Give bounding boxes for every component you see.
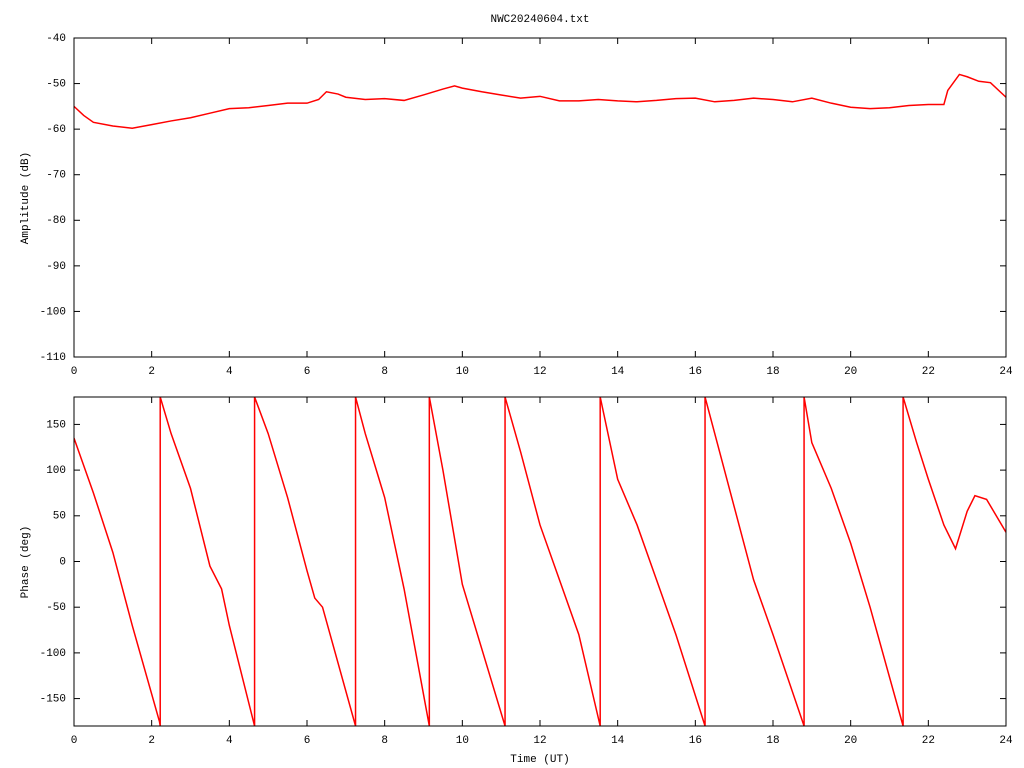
x-tick-label: 20 <box>844 366 857 378</box>
plot-frame <box>73 396 1007 727</box>
y-tick-label: -100 <box>40 648 66 660</box>
y-tick-label: -70 <box>46 170 66 182</box>
y-tick-label: 50 <box>53 511 66 523</box>
y-tick-label: -40 <box>46 33 66 45</box>
y-tick-label: 0 <box>59 556 66 568</box>
y-tick-label: -100 <box>40 306 66 318</box>
y-tick-label: -110 <box>40 352 66 364</box>
x-tick-label: 14 <box>611 366 625 378</box>
y-axis-label: Phase (deg) <box>20 526 32 599</box>
y-axis-label: Amplitude (dB) <box>20 152 32 244</box>
x-tick-label: 12 <box>533 735 546 747</box>
y-tick-label: -50 <box>46 602 66 614</box>
x-tick-label: 8 <box>381 366 388 378</box>
x-tick-label: 6 <box>304 735 311 747</box>
x-tick-label: 2 <box>148 735 155 747</box>
x-tick-label: 22 <box>922 366 935 378</box>
x-tick-label: 10 <box>456 366 469 378</box>
x-tick-label: 24 <box>999 735 1013 747</box>
y-tick-label: -150 <box>40 693 66 705</box>
y-tick-label: -60 <box>46 124 66 136</box>
x-tick-label: 10 <box>456 735 469 747</box>
x-tick-label: 8 <box>381 735 388 747</box>
x-tick-label: 16 <box>689 366 702 378</box>
x-tick-label: 18 <box>766 735 779 747</box>
y-tick-label: -50 <box>46 78 66 90</box>
chart-title: NWC20240604.txt <box>490 14 589 26</box>
x-tick-label: 4 <box>226 735 233 747</box>
plot-frame <box>73 37 1007 358</box>
x-tick-label: 6 <box>304 366 311 378</box>
y-tick-label: 150 <box>46 419 66 431</box>
x-tick-label: 24 <box>999 366 1013 378</box>
x-tick-label: 0 <box>71 366 78 378</box>
x-tick-label: 12 <box>533 366 546 378</box>
x-tick-label: 0 <box>71 735 78 747</box>
y-tick-label: -90 <box>46 261 66 273</box>
x-tick-label: 4 <box>226 366 233 378</box>
x-tick-label: 16 <box>689 735 702 747</box>
x-axis-label: Time (UT) <box>510 754 569 766</box>
data-line <box>74 397 1006 726</box>
x-tick-label: 20 <box>844 735 857 747</box>
x-tick-label: 2 <box>148 366 155 378</box>
x-tick-label: 18 <box>766 366 779 378</box>
y-tick-label: 100 <box>46 465 66 477</box>
data-line <box>74 73 1006 129</box>
y-tick-label: -80 <box>46 215 66 227</box>
x-tick-label: 14 <box>611 735 625 747</box>
x-tick-label: 22 <box>922 735 935 747</box>
